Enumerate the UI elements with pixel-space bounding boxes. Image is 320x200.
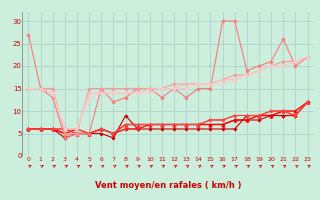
X-axis label: Vent moyen/en rafales ( km/h ): Vent moyen/en rafales ( km/h ) [95, 181, 241, 190]
